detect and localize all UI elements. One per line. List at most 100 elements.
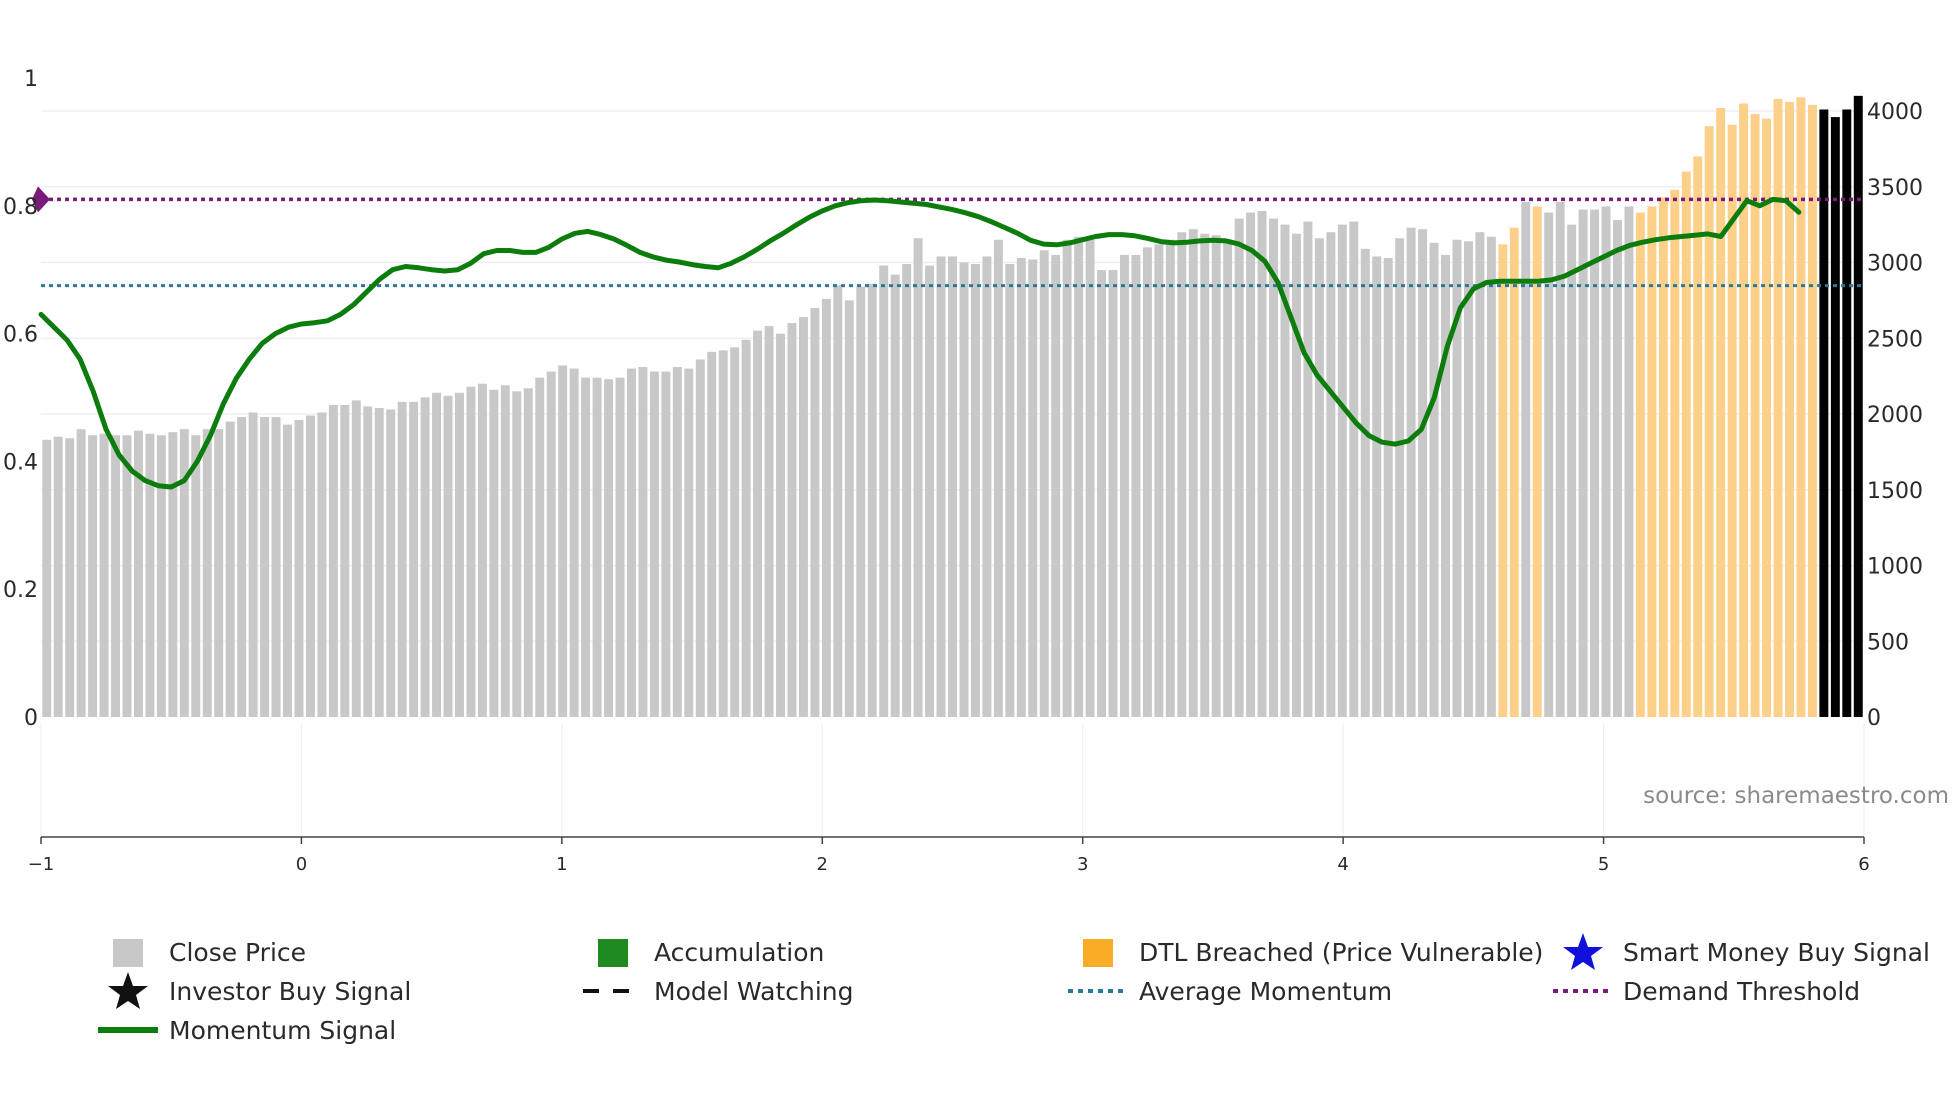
close-price-bar: [455, 392, 464, 717]
close-price-bar: [76, 429, 86, 717]
close-price-bar: [1108, 270, 1118, 717]
close-price-bar: [649, 371, 659, 717]
legend-close-price-label: Close Price: [169, 938, 306, 967]
close-price-bar: [787, 323, 797, 717]
x-tick-label: 1: [556, 854, 567, 875]
close-price-bar: [168, 432, 178, 717]
close-price-bar: [248, 412, 258, 717]
close-price-bar: [1395, 238, 1405, 717]
close-price-bar: [798, 317, 808, 717]
close-price-bar: [1085, 239, 1095, 717]
close-price-bar: [604, 379, 614, 717]
close-price-bar: [1154, 244, 1164, 717]
close-price-bar: [1326, 232, 1336, 717]
close-price-bar: [718, 350, 728, 717]
close-price-bar: [1567, 224, 1577, 717]
right-tick-label: 1000: [1867, 555, 1923, 580]
legend: Close Price Accumulation DTL Breached (P…: [98, 933, 1930, 1045]
left-tick-label: 0.6: [3, 323, 38, 348]
close-price-bar: [1120, 254, 1129, 718]
close-price-bar: [753, 330, 763, 717]
right-tick-label: 1500: [1867, 479, 1923, 504]
close-price-bar: [397, 401, 407, 717]
close-price-bar: [1314, 238, 1324, 717]
x-tick-label: −1: [28, 854, 55, 875]
close-price-bar: [1246, 212, 1256, 717]
close-price-bar: [1475, 232, 1485, 717]
close-price-bar: [443, 395, 453, 717]
close-price-bar: [982, 256, 992, 717]
close-price-bar: [948, 256, 957, 717]
close-price-bar: [1647, 206, 1657, 717]
close-price-bar: [88, 435, 98, 717]
close-price-bar: [661, 371, 671, 717]
close-price-bar: [1463, 241, 1473, 718]
close-price-bar: [340, 404, 350, 717]
close-price-bar: [260, 417, 270, 717]
close-price-bar: [1716, 107, 1726, 718]
close-price-bar: [466, 386, 476, 717]
close-price-bar: [271, 417, 281, 717]
close-price-bar: [902, 264, 912, 717]
close-price-bar: [695, 359, 705, 717]
x-tick-label: 3: [1077, 854, 1088, 875]
close-price-bar: [1372, 256, 1382, 717]
close-price-bar: [1131, 254, 1141, 718]
close-price-bar: [1291, 233, 1301, 717]
close-price-bar: [707, 351, 717, 717]
close-price-bar: [1785, 101, 1794, 717]
x-tick-label: 5: [1598, 854, 1609, 875]
right-tick-label: 3000: [1867, 252, 1923, 277]
close-price-bar: [1360, 248, 1370, 718]
legend-average-momentum-label: Average Momentum: [1139, 977, 1392, 1006]
close-price-bar: [420, 397, 430, 717]
close-price-bar: [970, 264, 980, 717]
close-price-bar: [305, 415, 315, 717]
close-price-bar: [913, 238, 923, 717]
close-price-bar: [1613, 220, 1622, 717]
close-price-bar: [1074, 236, 1084, 717]
close-price-bar: [844, 300, 854, 717]
close-price-bar: [328, 404, 338, 717]
close-price-bar: [386, 409, 396, 717]
close-price-bar: [1441, 254, 1450, 718]
close-price-bar: [65, 438, 75, 717]
close-price-bar: [1142, 247, 1152, 717]
close-price-bar: [1039, 250, 1049, 717]
x-tick-label: 2: [817, 854, 828, 875]
close-price-bar: [374, 407, 384, 717]
close-price-bar: [1223, 239, 1233, 717]
close-price-bar: [1532, 206, 1542, 717]
axis-ticks: −1 0 1 2 3 4 5 6 0 0.2 0.4 0.6 0.8 1 0 500 1000 1500 2000 2…: [3, 67, 1923, 875]
close-price-bar: [1337, 224, 1347, 717]
right-tick-label: 4000: [1867, 100, 1923, 125]
left-tick-label: 0: [24, 706, 38, 731]
momentum-signal-line: [38, 196, 1802, 490]
close-price-bar: [1303, 221, 1313, 717]
close-price-bar: [1578, 209, 1588, 717]
close-price-bar: [638, 367, 648, 717]
close-price-bar: [145, 433, 155, 717]
close-price-bar: [672, 367, 682, 717]
close-price-bar: [1188, 229, 1198, 718]
close-price-bar: [1750, 114, 1760, 717]
close-price-bar: [1211, 235, 1221, 718]
close-price-bar: [1486, 236, 1496, 717]
close-price-bar: [1842, 109, 1852, 718]
close-price-bar: [993, 239, 1003, 717]
close-price-bar: [1727, 124, 1737, 717]
x-tick-label: 6: [1858, 854, 1869, 875]
close-price-bar: [764, 326, 774, 717]
close-price-bar: [351, 400, 361, 717]
close-price-bar: [1693, 156, 1703, 717]
close-price-bar: [133, 430, 143, 717]
close-price-bar: [810, 307, 820, 717]
close-price-bar: [1796, 97, 1806, 718]
legend-demand-threshold-label: Demand Threshold: [1623, 977, 1860, 1006]
close-price-bar: [512, 391, 522, 717]
close-price-bar: [1807, 104, 1817, 717]
close-price-bar: [1658, 197, 1668, 718]
close-price-bar: [111, 435, 120, 717]
right-tick-label: 2000: [1867, 403, 1923, 428]
